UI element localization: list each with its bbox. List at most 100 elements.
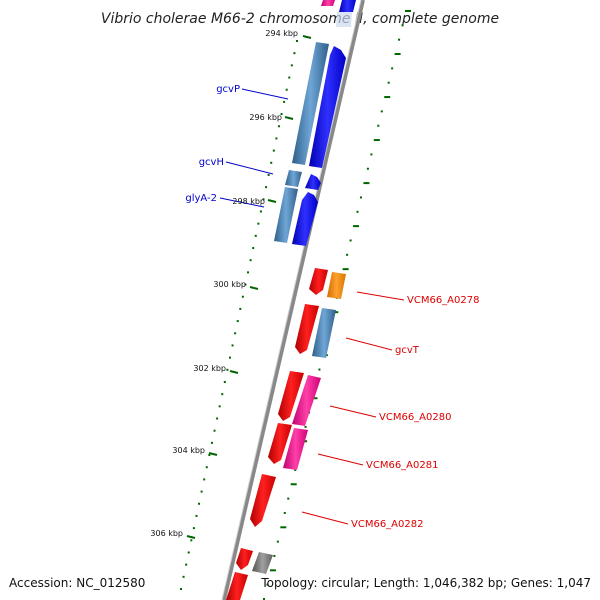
ring-dot — [236, 320, 239, 323]
ring-dot — [195, 514, 198, 517]
ring-dot — [280, 526, 287, 529]
tick-label-302: 302 kbp — [193, 364, 226, 373]
ring-dot — [270, 161, 273, 164]
ring-dot — [200, 490, 203, 493]
ring-dot — [370, 153, 373, 156]
gcvT-arrow — [295, 304, 319, 354]
ring-dot — [405, 10, 411, 12]
ring-dot — [394, 53, 401, 56]
glyA-2-arrow — [292, 192, 318, 246]
ring-dot — [288, 76, 291, 79]
ring-dot — [387, 81, 390, 84]
ring-dot — [203, 478, 206, 481]
ring-dot — [296, 40, 298, 42]
ring-dot — [205, 466, 208, 469]
ring-dot — [272, 149, 275, 152]
VCM66_A0282-arrow — [250, 474, 276, 527]
ring-dot — [275, 137, 278, 140]
cds-feature — [336, 12, 352, 27]
tick-label-296: 296 kbp — [249, 113, 282, 122]
ring-dot — [380, 110, 383, 113]
ring-dot — [198, 502, 201, 505]
gene-label-VCM66_A0282[interactable]: VCM66_A0282 — [351, 519, 423, 530]
ring-dot — [259, 210, 262, 213]
cds-feature — [321, 0, 335, 6]
chromosome-backbone — [222, 0, 365, 600]
ring-dot — [294, 468, 297, 471]
VCM66_A0278-feature — [327, 272, 346, 299]
glyA-2-feature — [274, 187, 298, 243]
ring-dot — [401, 24, 404, 27]
gcvH-arrow — [305, 174, 321, 190]
ring-dot — [252, 247, 255, 250]
gene-label-VCM66_A0278[interactable]: VCM66_A0278 — [407, 295, 479, 306]
ring-dot — [234, 332, 237, 335]
tick-label-294: 294 kbp — [265, 29, 298, 38]
ring-dot — [293, 52, 296, 55]
VCM66_A0281-feature — [283, 428, 308, 470]
gcvH-feature — [285, 170, 302, 187]
VCM66_A0281-arrow — [268, 423, 292, 464]
gene-label-VCM66_A0281[interactable]: VCM66_A0281 — [366, 460, 438, 471]
gcvP-feature — [292, 42, 329, 165]
cds-feature — [236, 548, 253, 570]
ring-dot — [349, 239, 352, 242]
ring-dot — [398, 38, 401, 41]
ring-dot — [266, 583, 269, 586]
ring-dot — [276, 540, 279, 543]
ring-dot — [218, 405, 221, 408]
ring-dot — [384, 96, 391, 99]
ring-dot — [257, 222, 260, 225]
feature-track — [226, 0, 356, 600]
gene-label-gcvH[interactable]: gcvH — [199, 157, 224, 168]
gene-label-gcvT[interactable]: gcvT — [395, 345, 420, 356]
tick-label-298: 298 kbp — [232, 197, 265, 206]
gene-label-gcvP[interactable]: gcvP — [216, 84, 240, 95]
gcvT-feature — [312, 308, 336, 358]
ring-dot — [356, 210, 359, 213]
map-title: Vibrio cholerae M66-2 chromosome II, com… — [101, 11, 499, 27]
ring-dot — [226, 368, 229, 371]
tick-label-300: 300 kbp — [213, 280, 246, 289]
ring-dot — [223, 380, 226, 383]
ring-dot — [366, 167, 369, 170]
ring-dot — [254, 234, 257, 237]
ring-dot — [285, 88, 288, 91]
ring-dot — [244, 283, 247, 286]
tick-label-306: 306 kbp — [150, 529, 183, 538]
gene-labels: gcvP gcvH glyA-2 VCM66_A0278 gcvT VCM66_… — [185, 84, 479, 530]
ring-dot — [283, 100, 286, 103]
VCM66_A0278-arrow — [309, 268, 328, 295]
ring-dot — [239, 307, 242, 310]
ring-dot — [311, 397, 318, 400]
tick-label-304: 304 kbp — [172, 446, 205, 455]
ring-dot — [346, 253, 349, 256]
ring-dot — [267, 173, 270, 176]
ring-dot — [262, 198, 265, 201]
ring-dot — [182, 575, 185, 578]
ring-dot — [241, 295, 244, 298]
scale-ticks: 294 kbp 296 kbp 298 kbp 300 kbp 302 kbp … — [150, 29, 312, 539]
ring-dot — [353, 225, 360, 228]
inner-dotted-ring — [180, 40, 298, 590]
ring-dot — [318, 368, 321, 371]
ring-dot — [342, 268, 349, 271]
ring-dot — [269, 569, 276, 572]
ring-dot — [263, 598, 265, 600]
gene-label-glyA-2[interactable]: glyA-2 — [185, 193, 217, 204]
ring-dot — [208, 454, 211, 457]
ring-dot — [359, 196, 362, 199]
chromosome-backbone-highlight — [221, 0, 362, 600]
gcvP-arrow — [309, 46, 346, 168]
ring-dot — [290, 483, 297, 486]
gene-label-VCM66_A0280[interactable]: VCM66_A0280 — [379, 412, 451, 423]
ring-dot — [192, 527, 195, 530]
ring-dot — [249, 259, 252, 262]
ring-dot — [265, 186, 268, 189]
ring-dot — [190, 539, 193, 542]
ring-dot — [377, 124, 380, 127]
ring-dot — [304, 425, 307, 428]
ring-dot — [290, 64, 293, 67]
ring-dot — [391, 67, 394, 70]
